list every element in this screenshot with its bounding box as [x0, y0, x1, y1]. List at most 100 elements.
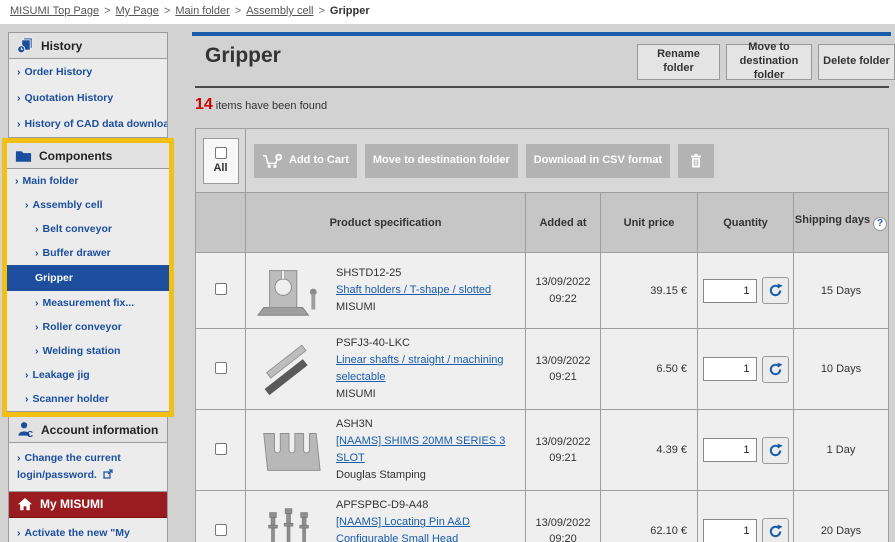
rename-folder-button[interactable]: Rename folder — [637, 44, 720, 80]
page-title: Gripper — [205, 44, 281, 67]
sidebar-item-label: Welding station — [42, 345, 121, 357]
sidebar-item-measurement-fix[interactable]: › Measurement fix... — [7, 291, 169, 315]
sidebar-item-activate-my-misumi[interactable]: ›Activate the new "My MISUMI" experience — [9, 518, 167, 542]
sidebar-item-buffer-drawer[interactable]: › Buffer drawer — [7, 241, 169, 265]
row-checkbox[interactable] — [214, 361, 227, 374]
chevron-right-icon: › — [25, 393, 29, 405]
sidebar-item-label: Assembly cell — [32, 199, 103, 211]
breadcrumb-link-my-page[interactable]: My Page — [115, 5, 159, 17]
product-image-shim — [254, 419, 326, 481]
sidebar-item-order-history[interactable]: › Order History — [9, 59, 167, 85]
sidebar-item-cad-history[interactable]: › History of CAD data download — [9, 111, 167, 137]
items-found-status: 14 items have been found — [195, 96, 327, 114]
components-title: Components — [39, 148, 113, 163]
product-brand: MISUMI — [336, 301, 376, 314]
breadcrumb-link-main-folder[interactable]: Main folder — [175, 5, 230, 17]
quantity-input[interactable] — [702, 357, 757, 382]
sidebar-item-quotation-history[interactable]: › Quotation History — [9, 85, 167, 111]
download-csv-button[interactable]: Download in CSV format — [525, 143, 671, 178]
sidebar-item-leakage-jig[interactable]: › Leakage jig — [7, 363, 169, 387]
product-brand: MISUMI — [336, 388, 376, 401]
select-all-button[interactable]: All — [202, 137, 239, 184]
components-highlight-box: Components › Main folder › Assembly cell ›… — [2, 138, 174, 417]
product-image-linear-shafts — [254, 338, 326, 400]
refresh-price-button[interactable] — [761, 436, 789, 464]
move-to-destination-folder-button[interactable]: Move to destination folder — [726, 41, 812, 81]
sidebar-item-scanner-holder[interactable]: › Scanner holder — [7, 387, 169, 411]
breadcrumb-separator: > — [234, 5, 242, 17]
product-link[interactable]: Shaft holders / T-shape / slotted — [336, 283, 492, 296]
my-misumi-section: My MISUMI ›Activate the new "My MISUMI" … — [8, 491, 168, 542]
title-divider — [195, 86, 889, 88]
move-to-destination-button[interactable]: Move to destination folder — [364, 143, 518, 178]
quantity-input[interactable] — [702, 519, 757, 542]
table-row: ASH3N [NAAMS] SHIMS 20MM SERIES 3 SLOT D… — [195, 409, 889, 492]
quantity-input[interactable] — [702, 438, 757, 463]
row-checkbox-cell — [195, 252, 246, 329]
sidebar: History › Order History › Quotation Histor… — [2, 32, 174, 542]
shipping-days-cell: 1 Day — [793, 409, 889, 492]
sidebar-item-belt-conveyor[interactable]: › Belt conveyor — [7, 217, 169, 241]
delete-items-button[interactable] — [678, 143, 715, 178]
row-checkbox-cell — [195, 327, 246, 411]
product-cell: PSFJ3-40-LKC Linear shafts / straight / … — [245, 327, 526, 411]
folder-actions: Rename folder Move to destination folder… — [637, 41, 895, 81]
chevron-right-icon: › — [17, 118, 21, 130]
content-accent-bar — [192, 32, 891, 36]
refresh-price-button[interactable] — [761, 277, 789, 304]
header-checkbox-column — [195, 192, 246, 253]
components-section-header: Components — [7, 143, 169, 169]
quantity-cell — [697, 409, 794, 492]
sidebar-item-roller-conveyor[interactable]: › Roller conveyor — [7, 315, 169, 339]
product-cell: ASH3N [NAAMS] SHIMS 20MM SERIES 3 SLOT D… — [245, 409, 526, 492]
row-checkbox-cell — [195, 490, 246, 542]
chevron-right-icon: › — [17, 452, 21, 464]
unit-price-cell: 39.15 € — [600, 252, 698, 329]
table-toolbar-row: All Add to Cart Move to — [195, 128, 889, 193]
sidebar-item-label: Change the current login/password. — [17, 452, 121, 481]
row-checkbox[interactable] — [214, 523, 227, 536]
row-checkbox[interactable] — [214, 442, 227, 455]
product-link[interactable]: [NAAMS] SHIMS 20MM SERIES 3 SLOT — [336, 435, 506, 465]
select-all-checkbox[interactable] — [214, 147, 227, 159]
sidebar-item-assembly-cell[interactable]: › Assembly cell — [7, 193, 169, 217]
chevron-right-icon: › — [35, 321, 39, 333]
toolbar-buttons-cell: Add to Cart Move to destination folder D… — [245, 128, 889, 193]
delete-folder-button[interactable]: Delete folder — [818, 44, 895, 80]
added-date: 13/09/2022 — [535, 435, 591, 448]
quantity-input[interactable] — [702, 278, 757, 303]
my-misumi-title: My MISUMI — [40, 497, 104, 512]
sidebar-item-gripper-selected[interactable]: Gripper — [7, 265, 169, 291]
product-link[interactable]: [NAAMS] Locating Pin A&D Configurable Sm… — [336, 516, 470, 542]
row-checkbox-cell — [195, 409, 246, 492]
sidebar-item-label: Belt conveyor — [42, 223, 112, 235]
product-cell: SHSTD12-25 Shaft holders / T-shape / slo… — [245, 252, 526, 329]
help-icon[interactable]: ? — [873, 216, 888, 231]
refresh-price-button[interactable] — [761, 355, 789, 383]
chevron-right-icon: › — [15, 175, 19, 187]
account-section-header: C Account information — [9, 417, 167, 443]
table-row: PSFJ3-40-LKC Linear shafts / straight / … — [195, 327, 889, 411]
add-to-cart-button[interactable]: Add to Cart — [254, 143, 357, 178]
row-checkbox[interactable] — [214, 283, 227, 295]
added-at-cell: 13/09/2022 09:22 — [525, 252, 601, 329]
added-at-cell: 13/09/2022 09:20 — [525, 490, 601, 542]
shipping-days-cell: 10 Days — [793, 327, 889, 411]
product-link[interactable]: Linear shafts / straight / machining sel… — [336, 354, 504, 384]
refresh-price-button[interactable] — [761, 517, 789, 542]
breadcrumb-link-top-page[interactable]: MISUMI Top Page — [10, 5, 100, 17]
chevron-right-icon: › — [25, 369, 29, 381]
sidebar-item-label: Order History — [24, 66, 93, 78]
sidebar-item-welding-station[interactable]: › Welding station — [7, 339, 169, 363]
sidebar-item-main-folder[interactable]: › Main folder — [7, 169, 169, 193]
breadcrumb-link-assembly-cell[interactable]: Assembly cell — [246, 5, 314, 17]
my-misumi-section-header: My MISUMI — [9, 491, 167, 518]
sidebar-item-change-login[interactable]: › Change the current login/password. — [9, 443, 167, 491]
header-shipping-days: Shipping days? — [793, 192, 889, 253]
added-time: 09:22 — [549, 292, 577, 305]
components-section: Components › Main folder › Assembly cell ›… — [7, 143, 169, 412]
items-found-count: 14 — [195, 96, 213, 113]
part-number: APFSPBC-D9-A48 — [336, 499, 429, 512]
items-table: All Add to Cart Move to — [195, 128, 889, 542]
